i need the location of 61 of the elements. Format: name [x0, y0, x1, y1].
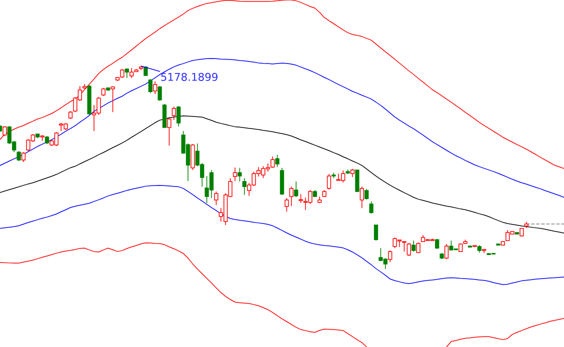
annotation: 5178.1899 [161, 72, 218, 81]
candlestick [176, 106, 181, 127]
candlestick [472, 244, 477, 248]
candlestick [312, 190, 317, 198]
candlestick [190, 144, 195, 170]
candlestick [158, 86, 162, 102]
candlestick [2, 126, 7, 136]
candlestick [214, 191, 218, 206]
candlestick [412, 240, 416, 252]
candlestick [82, 84, 87, 90]
candlestick [322, 190, 326, 198]
candlestick [280, 168, 284, 196]
candlestick [138, 66, 144, 70]
candlestick [87, 84, 92, 116]
candlestick [440, 252, 444, 260]
candlestick [477, 244, 482, 253]
candlestick [482, 248, 486, 254]
candlestick [162, 104, 167, 128]
candlestick [514, 232, 520, 235]
candlestick [350, 168, 355, 178]
candlestick [238, 168, 242, 182]
candlestick [496, 243, 500, 246]
candlestick [294, 181, 298, 198]
candlestick [435, 238, 440, 250]
candlestick [364, 188, 369, 200]
candlestick [468, 245, 472, 248]
candlestick [36, 133, 40, 138]
candlestick [144, 66, 148, 76]
candlestick [148, 78, 152, 94]
candlestick [284, 198, 289, 212]
candlestick [500, 240, 505, 246]
candlestick [298, 194, 303, 204]
candlestick [101, 88, 106, 96]
candlestick [369, 201, 374, 214]
candlestick [242, 178, 246, 196]
candlestick [289, 186, 294, 206]
candlestick [275, 154, 280, 168]
candlestick [153, 81, 158, 94]
candlestick [374, 224, 378, 241]
candlestick [16, 150, 21, 162]
candlestick [406, 242, 411, 256]
candlestick [524, 222, 528, 228]
candlestick [172, 106, 176, 120]
candlestick [346, 169, 350, 174]
candlestick [21, 152, 26, 162]
candlestick [44, 136, 50, 144]
candlestick [106, 87, 110, 92]
candlestick [68, 110, 73, 120]
candlestick [326, 174, 332, 190]
candlestick [444, 244, 449, 260]
candlestick [416, 242, 420, 254]
candlestick [167, 118, 172, 146]
candlestick [355, 169, 360, 192]
candlestick [40, 134, 44, 142]
candlestick [232, 167, 238, 182]
candlestick [124, 68, 129, 78]
candlestick [520, 228, 524, 237]
candlestick [388, 250, 392, 263]
candlestick [360, 186, 364, 208]
candlestick [318, 196, 322, 204]
candlestick [332, 172, 336, 178]
